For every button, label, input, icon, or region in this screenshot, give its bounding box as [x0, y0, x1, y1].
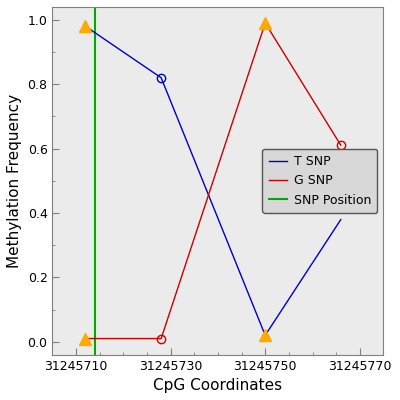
Legend: T SNP, G SNP, SNP Position: T SNP, G SNP, SNP Position [262, 149, 377, 213]
X-axis label: CpG Coordinates: CpG Coordinates [153, 378, 282, 393]
Y-axis label: Methylation Frequency: Methylation Frequency [7, 94, 22, 268]
